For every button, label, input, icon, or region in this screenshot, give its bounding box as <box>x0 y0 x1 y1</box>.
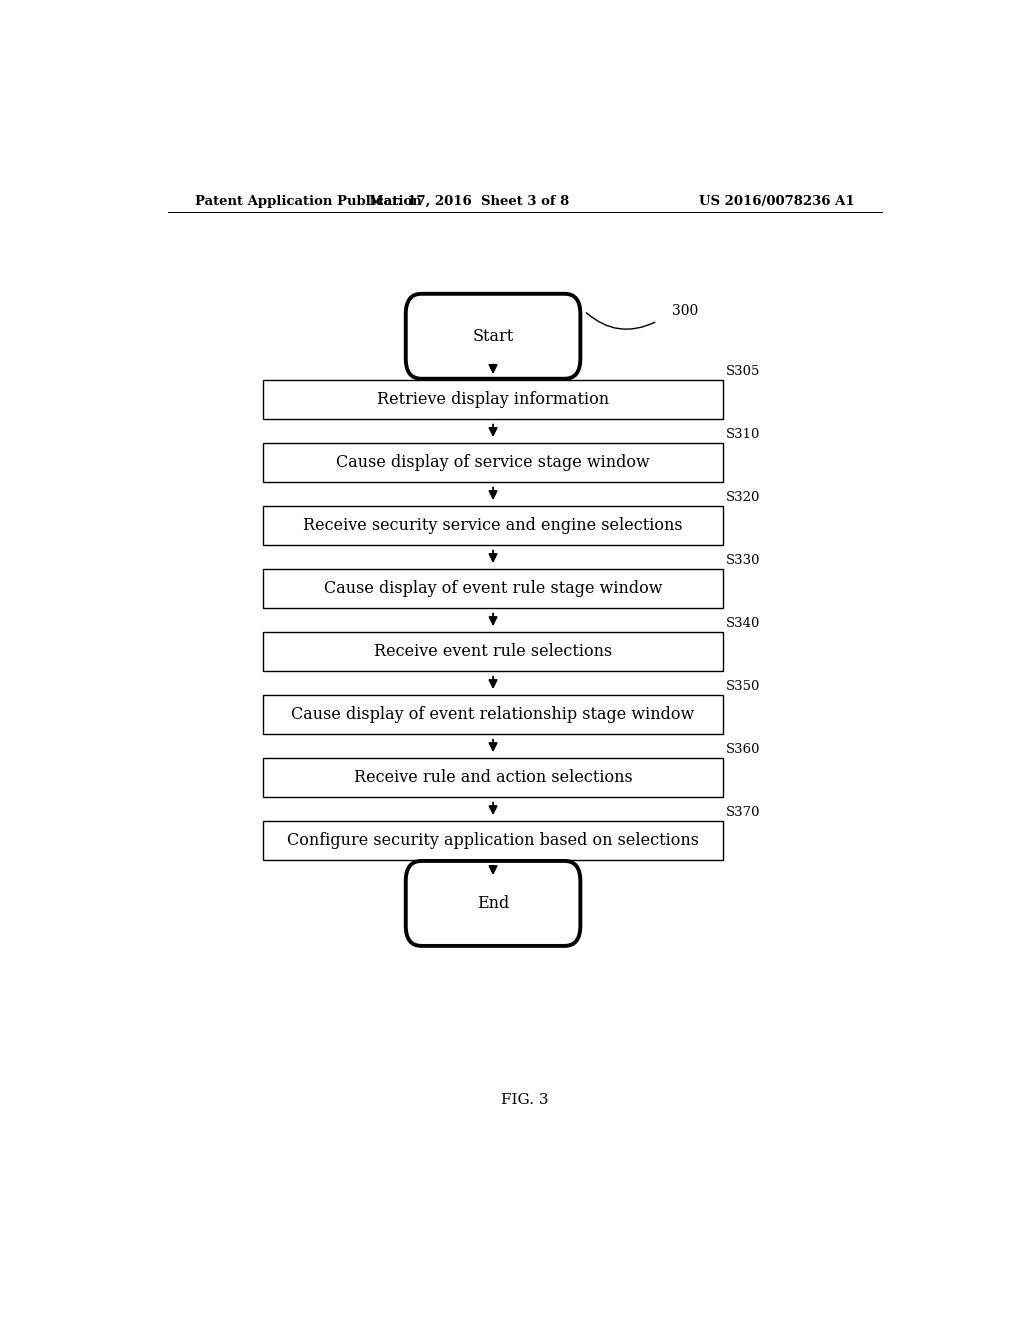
FancyBboxPatch shape <box>263 380 723 418</box>
Text: Patent Application Publication: Patent Application Publication <box>196 194 422 207</box>
Text: Cause display of event rule stage window: Cause display of event rule stage window <box>324 579 663 597</box>
Text: 300: 300 <box>672 304 698 318</box>
FancyBboxPatch shape <box>406 294 581 379</box>
FancyBboxPatch shape <box>263 696 723 734</box>
Text: S320: S320 <box>726 491 761 504</box>
Text: S350: S350 <box>726 680 761 693</box>
Text: End: End <box>477 895 509 912</box>
Text: Configure security application based on selections: Configure security application based on … <box>287 832 699 849</box>
FancyBboxPatch shape <box>263 632 723 671</box>
Text: S310: S310 <box>726 428 761 441</box>
FancyArrowPatch shape <box>587 313 654 329</box>
FancyBboxPatch shape <box>263 569 723 607</box>
Text: Receive event rule selections: Receive event rule selections <box>374 643 612 660</box>
Text: FIG. 3: FIG. 3 <box>501 1093 549 1106</box>
Text: Receive rule and action selections: Receive rule and action selections <box>353 768 633 785</box>
FancyBboxPatch shape <box>263 758 723 797</box>
Text: S340: S340 <box>726 616 761 630</box>
Text: S305: S305 <box>726 364 761 378</box>
Text: Start: Start <box>472 327 514 345</box>
FancyBboxPatch shape <box>263 506 723 545</box>
Text: S330: S330 <box>726 554 761 568</box>
FancyBboxPatch shape <box>263 821 723 859</box>
FancyBboxPatch shape <box>406 861 581 946</box>
FancyBboxPatch shape <box>263 444 723 482</box>
Text: Cause display of event relationship stage window: Cause display of event relationship stag… <box>292 706 694 723</box>
Text: Retrieve display information: Retrieve display information <box>377 391 609 408</box>
Text: US 2016/0078236 A1: US 2016/0078236 A1 <box>698 194 854 207</box>
Text: S370: S370 <box>726 807 761 820</box>
Text: Cause display of service stage window: Cause display of service stage window <box>336 454 650 471</box>
Text: Mar. 17, 2016  Sheet 3 of 8: Mar. 17, 2016 Sheet 3 of 8 <box>369 194 569 207</box>
Text: S360: S360 <box>726 743 761 756</box>
Text: Receive security service and engine selections: Receive security service and engine sele… <box>303 517 683 533</box>
